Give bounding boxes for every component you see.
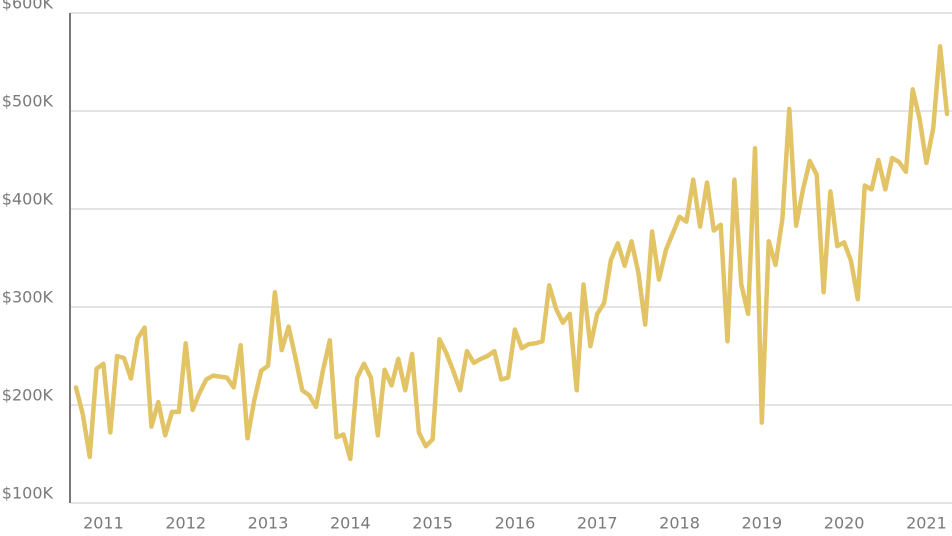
- x-tick-label: 2015: [412, 514, 453, 533]
- x-tick-label: 2021: [906, 514, 947, 533]
- y-tick-label: $200K: [2, 386, 54, 405]
- x-tick-label: 2014: [330, 514, 371, 533]
- y-tick-label: $400K: [2, 190, 54, 209]
- x-tick-label: 2020: [824, 514, 865, 533]
- x-tick-label: 2017: [577, 514, 618, 533]
- y-tick-label: $500K: [2, 92, 54, 111]
- data-line: [73, 44, 950, 462]
- y-tick-label: $100K: [2, 484, 54, 503]
- x-tick-label: 2012: [165, 514, 206, 533]
- x-tick-label: 2011: [83, 514, 124, 533]
- y-tick-label: $300K: [2, 288, 54, 307]
- x-tick-label: 2019: [741, 514, 782, 533]
- x-tick-label: 2016: [495, 514, 536, 533]
- x-tick-label: 2018: [659, 514, 700, 533]
- x-tick-label: 2013: [248, 514, 289, 533]
- y-tick-label: $600K: [2, 0, 54, 13]
